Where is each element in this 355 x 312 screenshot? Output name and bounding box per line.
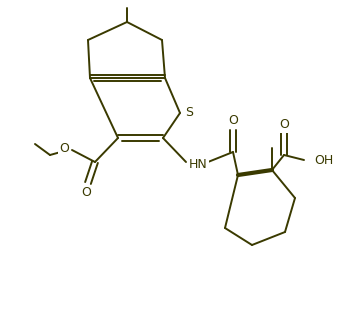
Text: O: O [81,187,91,199]
Text: OH: OH [314,154,333,167]
Text: S: S [185,106,193,119]
Text: O: O [59,142,69,154]
Text: O: O [279,119,289,131]
Text: O: O [228,114,238,126]
Text: HN: HN [189,158,207,172]
